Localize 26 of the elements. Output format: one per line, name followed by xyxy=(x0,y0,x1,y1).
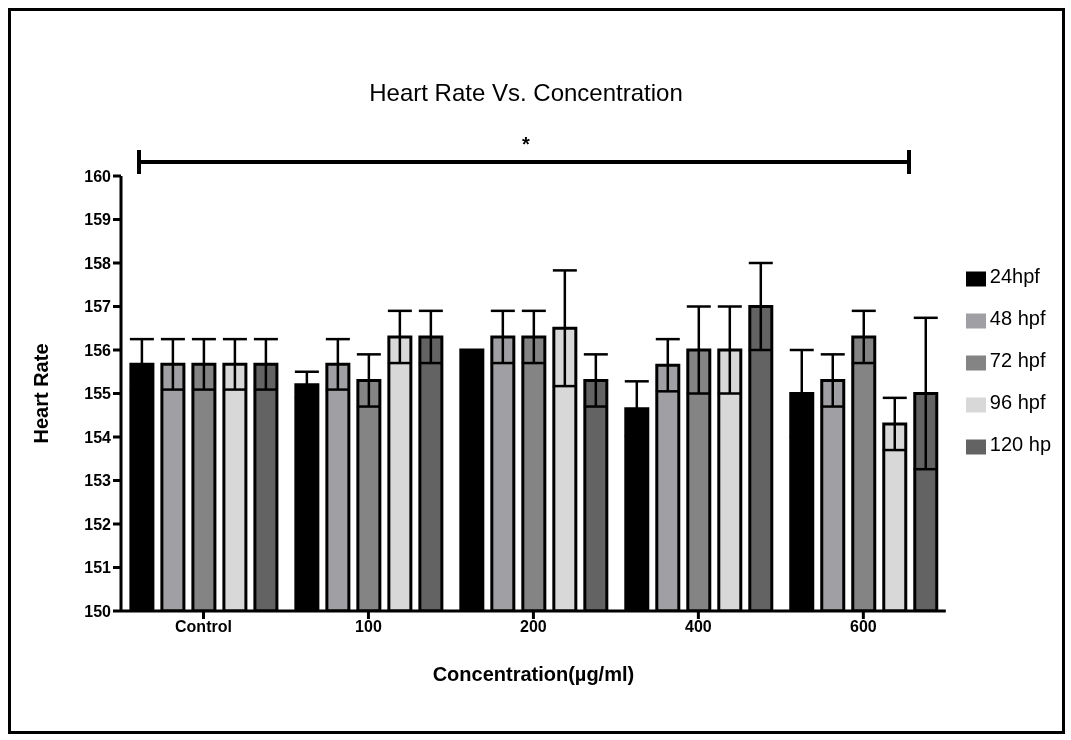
chart-title: Heart Rate Vs. Concentration xyxy=(368,79,684,107)
text: * xyxy=(521,133,531,156)
legend-label: 96 hpf xyxy=(989,391,1046,413)
y-tick-label: 157 xyxy=(84,298,112,316)
y-tick-label: 150 xyxy=(84,602,112,620)
y-tick-label: 159 xyxy=(84,211,112,229)
y-tick-label: 156 xyxy=(84,341,112,359)
y-tick-label: 151 xyxy=(84,559,112,577)
frame: Heart Rate Vs. Concentration * 24hpf 48 hpf 72 hpf 96 hpf 120 hp Control 100 200 400 600 Concentration(µg/ml) 150 151 152 153 154 155 156 157 158 159 160 Heart Rate xyxy=(8,8,1065,734)
y-tick-label: 155 xyxy=(84,385,112,403)
x-tick-label: 400 xyxy=(685,618,712,636)
x-tick-label: 200 xyxy=(520,618,547,636)
y-tick-label: 160 xyxy=(84,167,112,185)
x-tick-label: 600 xyxy=(849,618,877,636)
legend-label: 48 hpf xyxy=(989,307,1046,329)
y-axis-title: Heart Rate xyxy=(30,343,53,444)
x-tick-label: 100 xyxy=(355,618,382,636)
legend-label: 24hpf xyxy=(989,265,1040,287)
x-tick-label: Control xyxy=(175,618,232,636)
y-tick-label: 158 xyxy=(84,254,112,272)
y-tick-label: 153 xyxy=(84,472,112,490)
x-axis-title: Concentration(µg/ml) xyxy=(432,663,635,685)
y-tick-label: 154 xyxy=(84,428,112,446)
legend-label: 72 hpf xyxy=(989,349,1046,371)
y-tick-label: 152 xyxy=(84,515,112,533)
legend-label: 120 hp xyxy=(989,433,1051,455)
